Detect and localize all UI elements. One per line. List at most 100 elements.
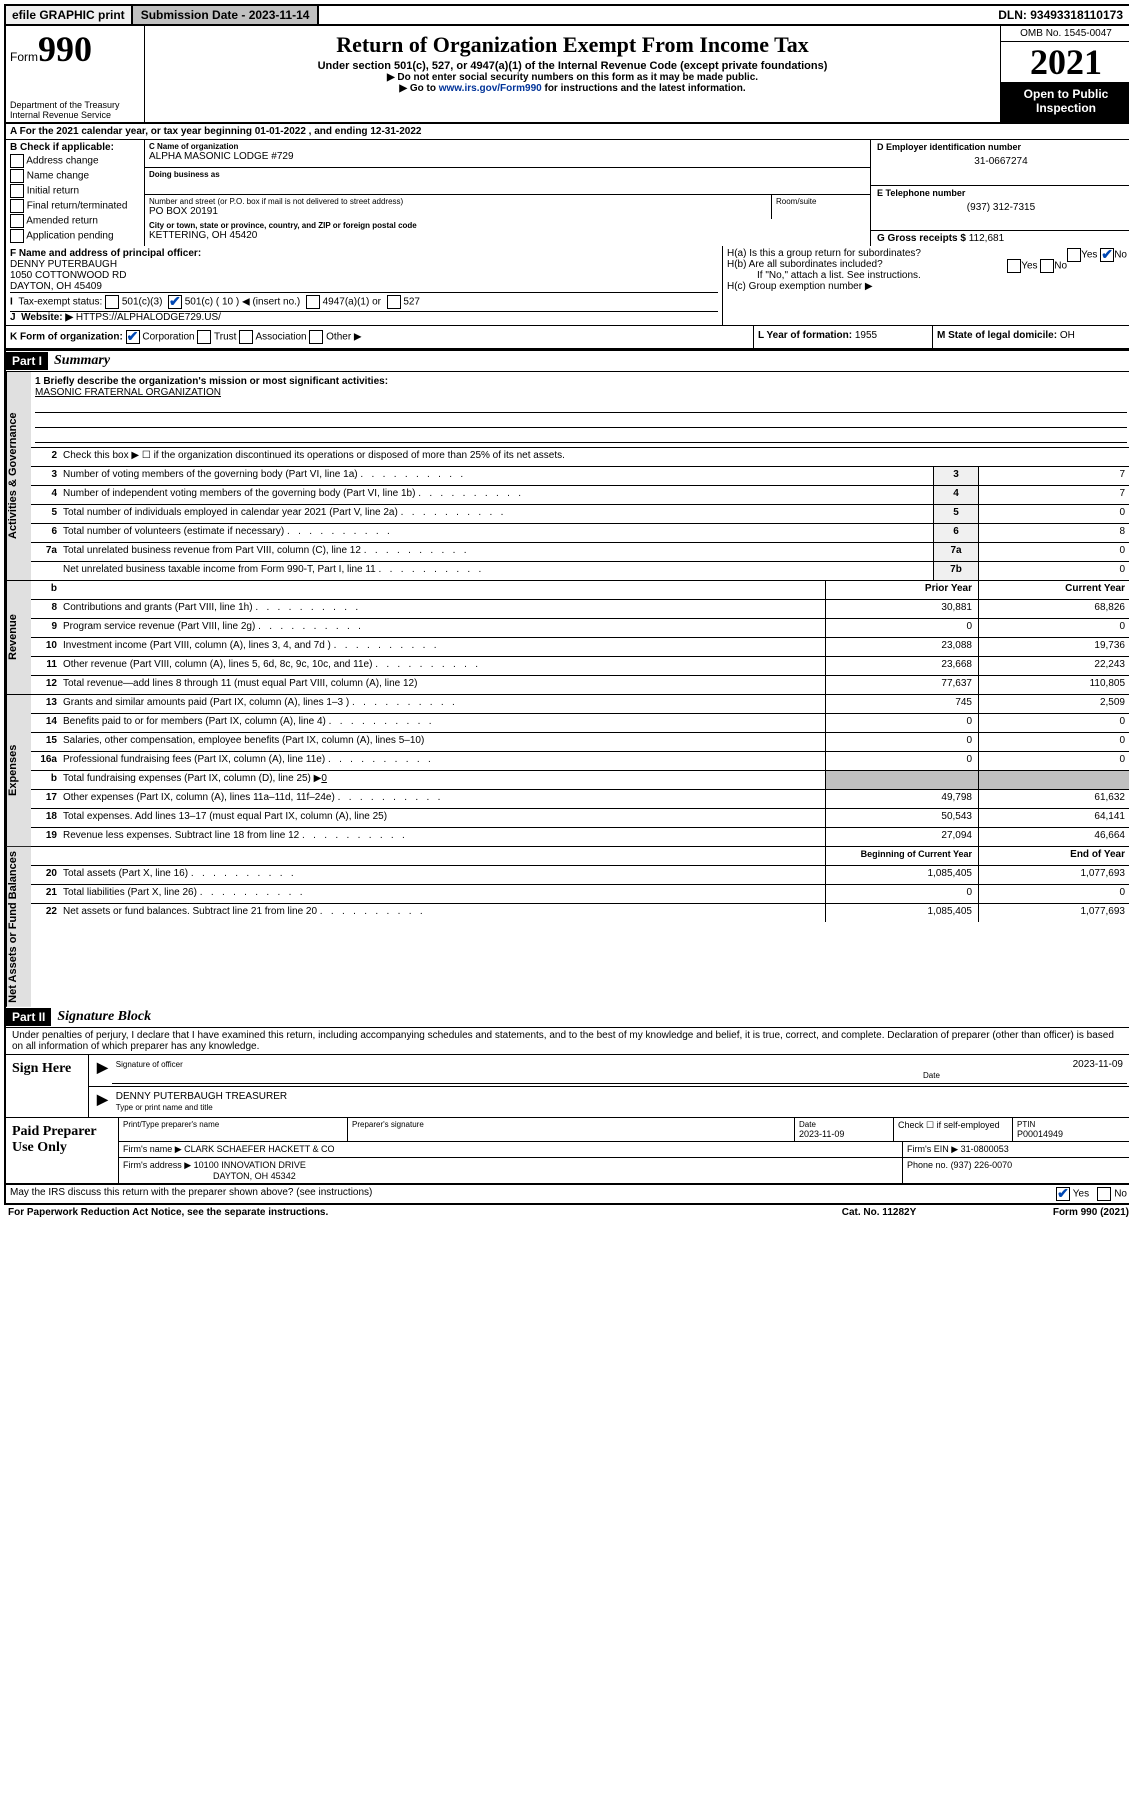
chk-address-change[interactable]: Address change [10, 154, 140, 168]
section-b: B Check if applicable: Address change Na… [6, 140, 145, 246]
p10: 23,088 [825, 638, 978, 656]
discuss-row: May the IRS discuss this return with the… [4, 1185, 1129, 1205]
paid-preparer-block: Paid Preparer Use Only Print/Type prepar… [6, 1117, 1129, 1183]
chk-hb-no[interactable] [1040, 259, 1054, 273]
c12: 110,805 [978, 676, 1129, 694]
p16a: 0 [825, 752, 978, 770]
chk-name-change[interactable]: Name change [10, 169, 140, 183]
top-bar: efile GRAPHIC print Submission Date - 20… [4, 4, 1129, 26]
chk-initial-return[interactable]: Initial return [10, 184, 140, 198]
mission-text: MASONIC FRATERNAL ORGANIZATION [35, 387, 1127, 398]
form-subtitle: Under section 501(c), 527, or 4947(a)(1)… [149, 60, 996, 72]
declaration-text: Under penalties of perjury, I declare th… [6, 1028, 1129, 1055]
vert-revenue: Revenue [6, 581, 31, 694]
prep-date: 2023-11-09 [799, 1129, 844, 1139]
ein: 31-0667274 [877, 152, 1125, 171]
row-klm: K Form of organization: Corporation Trus… [4, 326, 1129, 350]
efile-graphic-print[interactable]: efile GRAPHIC print [6, 6, 133, 24]
c15: 0 [978, 733, 1129, 751]
sign-here-label: Sign Here [6, 1055, 89, 1117]
p9: 0 [825, 619, 978, 637]
end-year-hdr: End of Year [978, 847, 1129, 865]
firm-phone: (937) 226-0070 [951, 1160, 1013, 1170]
section-deg: D Employer identification number 31-0667… [871, 140, 1129, 246]
line-a-taxyear: A For the 2021 calendar year, or tax yea… [4, 124, 1129, 140]
chk-discuss-no[interactable] [1097, 1187, 1111, 1201]
c17: 61,632 [978, 790, 1129, 808]
chk-discuss-yes[interactable] [1056, 1187, 1070, 1201]
c11: 22,243 [978, 657, 1129, 675]
arrow-icon: ▶ [93, 1057, 112, 1084]
p21: 0 [825, 885, 978, 903]
form-foot: Form 990 (2021) [979, 1207, 1129, 1218]
self-employed-chk[interactable]: Check ☐ if self-employed [894, 1118, 1013, 1141]
telephone: (937) 312-7315 [877, 198, 1125, 217]
street-address: PO BOX 20191 [149, 206, 218, 217]
tax-year: 2021 [1001, 42, 1129, 83]
p19: 27,094 [825, 828, 978, 846]
open-to-public: Open to Public Inspection [1001, 83, 1129, 122]
block-bcdeg: B Check if applicable: Address change Na… [4, 140, 1129, 246]
firm-address: 10100 INNOVATION DRIVE [194, 1160, 306, 1170]
mission-block: 1 Briefly describe the organization's mi… [31, 372, 1129, 448]
p8: 30,881 [825, 600, 978, 618]
prior-year-hdr: Prior Year [825, 581, 978, 599]
chk-hb-yes[interactable] [1007, 259, 1021, 273]
p11: 23,668 [825, 657, 978, 675]
room-suite-label: Room/suite [772, 195, 870, 219]
signature-block: Under penalties of perjury, I declare th… [4, 1028, 1129, 1185]
part1-header: Part I Summary [4, 350, 1129, 372]
org-name: ALPHA MASONIC LODGE #729 [149, 151, 294, 162]
c14: 0 [978, 714, 1129, 732]
val-3: 7 [978, 467, 1129, 485]
row-fh: F Name and address of principal officer:… [4, 246, 1129, 326]
c16a: 0 [978, 752, 1129, 770]
arrow-icon: ▶ [93, 1089, 112, 1115]
chk-4947[interactable] [306, 295, 320, 309]
submission-date: Submission Date - 2023-11-14 [133, 6, 320, 24]
c16b-gray [978, 771, 1129, 789]
chk-app-pending[interactable]: Application pending [10, 229, 140, 243]
chk-corp[interactable] [126, 330, 140, 344]
p12: 77,637 [825, 676, 978, 694]
officer-name-title: DENNY PUTERBAUGH TREASURER [116, 1091, 1123, 1102]
chk-501c3[interactable] [105, 295, 119, 309]
chk-501c[interactable] [168, 295, 182, 309]
dept-treasury: Department of the Treasury Internal Reve… [10, 100, 140, 120]
state-domicile: OH [1060, 330, 1075, 341]
chk-527[interactable] [387, 295, 401, 309]
p17: 49,798 [825, 790, 978, 808]
p16b-gray [825, 771, 978, 789]
firm-ein: 31-0800053 [961, 1144, 1009, 1154]
section-net-assets: Net Assets or Fund Balances Beginning of… [4, 847, 1129, 1007]
vert-expenses: Expenses [6, 695, 31, 846]
chk-assoc[interactable] [239, 330, 253, 344]
chk-trust[interactable] [197, 330, 211, 344]
chk-ha-no[interactable] [1100, 248, 1114, 262]
sig-date: 2023-11-09 [923, 1059, 1123, 1070]
page-footer: For Paperwork Reduction Act Notice, see … [4, 1205, 1129, 1220]
section-governance: Activities & Governance 1 Briefly descri… [4, 372, 1129, 581]
chk-final-return[interactable]: Final return/terminated [10, 199, 140, 213]
dln: DLN: 93493318110173 [990, 6, 1129, 24]
chk-amended-return[interactable]: Amended return [10, 214, 140, 228]
vert-governance: Activities & Governance [6, 372, 31, 580]
section-c: C Name of organization ALPHA MASONIC LOD… [145, 140, 871, 246]
gross-receipts: 112,681 [969, 233, 1004, 244]
c20: 1,077,693 [978, 866, 1129, 884]
chk-other[interactable] [309, 330, 323, 344]
chk-ha-yes[interactable] [1067, 248, 1081, 262]
form-title: Return of Organization Exempt From Incom… [149, 32, 996, 58]
val-7a: 0 [978, 543, 1129, 561]
ssn-warning: ▶ Do not enter social security numbers o… [149, 72, 996, 83]
val-5: 0 [978, 505, 1129, 523]
c13: 2,509 [978, 695, 1129, 713]
row-i-tax-status: I Tax-exempt status: 501(c)(3) 501(c) ( … [10, 292, 718, 312]
website-url[interactable]: HTTPS://ALPHALODGE729.US/ [76, 312, 221, 323]
p22: 1,085,405 [825, 904, 978, 922]
form-header: Form990 Department of the Treasury Inter… [4, 26, 1129, 124]
c19: 46,664 [978, 828, 1129, 846]
city-state-zip: KETTERING, OH 45420 [149, 230, 257, 241]
irs-link[interactable]: www.irs.gov/Form990 [439, 83, 542, 94]
c9: 0 [978, 619, 1129, 637]
